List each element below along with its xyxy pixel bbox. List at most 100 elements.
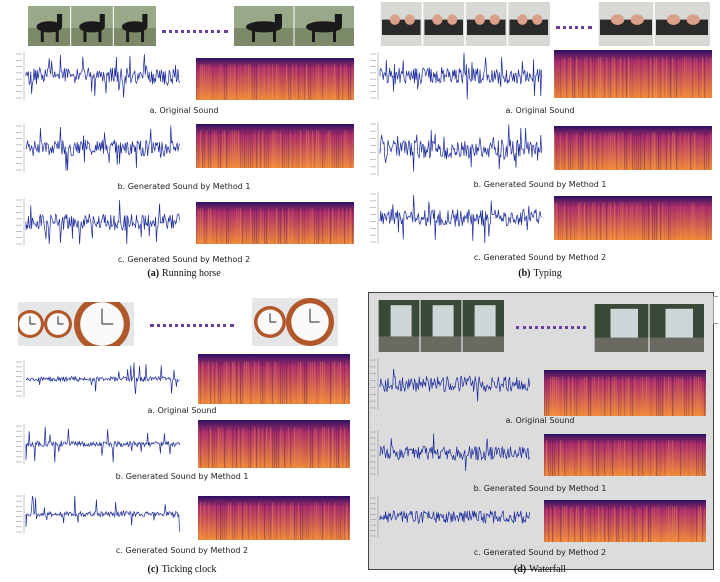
waveform-plot [16, 198, 182, 246]
spectrogram-band [670, 132, 672, 170]
spectrogram-band [330, 208, 332, 244]
spectrogram-band [228, 131, 229, 168]
spectrogram-band [202, 64, 204, 100]
spectrogram-band [594, 506, 596, 542]
spectrogram-band [326, 427, 327, 468]
spectrogram-band [640, 202, 642, 240]
spectrogram-band [566, 376, 568, 416]
spectrogram-band [622, 202, 624, 240]
spectrogram-band [564, 132, 566, 170]
spectrogram-band [620, 440, 622, 476]
spectrogram-band [254, 361, 256, 404]
spectrogram-band [670, 440, 672, 476]
spectrogram-band [698, 440, 700, 476]
spectrogram-band [258, 130, 260, 168]
horse-neck [57, 14, 63, 26]
spectrogram-band [710, 132, 712, 170]
spectrogram-band [214, 130, 216, 168]
spectrogram-band [598, 202, 600, 240]
hand [474, 14, 485, 25]
spectrogram-band [318, 427, 320, 468]
spectrogram-band [310, 64, 312, 100]
spectrogram-band [320, 64, 321, 100]
spectrogram-band [250, 130, 252, 168]
spectrogram-band [648, 506, 650, 542]
video-frame-image [252, 298, 338, 346]
spectrogram-band [352, 131, 353, 168]
spectrogram-band [218, 130, 220, 168]
spectrogram-band [662, 132, 664, 170]
spectrogram-band [220, 427, 222, 468]
spectrogram-band [228, 208, 230, 244]
video-frame-strip [378, 300, 504, 352]
spectrogram-band [620, 57, 622, 98]
spectrogram-band [242, 130, 244, 168]
spectrogram-band [622, 440, 623, 476]
spectrogram-band [646, 132, 648, 170]
spectrogram-band [554, 440, 556, 476]
spectrogram-band [334, 427, 336, 468]
spectrogram-band [654, 506, 656, 542]
spectrogram-band [282, 64, 284, 100]
spectrogram-band [620, 202, 622, 240]
spectrogram-band [644, 202, 646, 240]
spectrogram-band [562, 440, 563, 476]
spectrogram-band [658, 202, 660, 240]
video-frame-strip [380, 2, 550, 46]
spectrogram-band [644, 376, 646, 416]
spectrogram-band [684, 376, 686, 416]
spectrogram-band [338, 64, 340, 100]
spectrogram-band [310, 361, 312, 404]
spectrogram-band [552, 376, 554, 416]
spectrogram-band [622, 506, 624, 542]
spectrogram-band [592, 132, 594, 170]
waveform-plot [370, 192, 544, 244]
spectrogram-band [208, 502, 210, 540]
spectrogram-band [310, 427, 312, 468]
spectrogram-band [688, 57, 690, 98]
spectrogram-band [242, 427, 244, 468]
spectrogram-band [300, 130, 302, 168]
spectrogram-band [196, 130, 198, 168]
spectrogram-band [682, 132, 684, 170]
spectrogram-band [694, 376, 696, 416]
spectrogram-band [316, 64, 318, 100]
spectrogram-band [636, 376, 638, 416]
spectrogram-band [202, 130, 204, 168]
spectrogram-band [594, 132, 596, 170]
spectrogram-band [276, 130, 278, 168]
spectrogram-band [608, 506, 610, 542]
spectrogram-band [300, 64, 301, 100]
spectrogram-band [590, 376, 592, 416]
spectrogram-band [600, 377, 601, 416]
spectrogram-band [574, 440, 576, 476]
spectrogram-band [228, 427, 230, 468]
spectrogram-band [628, 506, 630, 542]
spectrogram-band [322, 64, 324, 100]
spectrogram-band [212, 130, 214, 168]
spectrogram-band [610, 506, 612, 542]
spectrogram-background [544, 434, 706, 476]
spectrogram-band [672, 57, 674, 98]
spectrogram-band [682, 57, 684, 98]
spectrogram-band [298, 502, 300, 540]
spectrogram-band [560, 132, 562, 170]
spectrogram-band [266, 130, 268, 168]
spectrogram-band [608, 202, 610, 240]
spectrogram-band [300, 361, 302, 404]
spectrogram-band [318, 502, 320, 540]
spectrogram-band [590, 506, 592, 542]
spectrogram-band [288, 362, 289, 405]
spectrogram-band [300, 427, 302, 468]
spectrogram-band [248, 361, 250, 404]
spectrogram-band [348, 502, 350, 540]
spectrogram-band [326, 362, 327, 405]
spectrogram-band [244, 502, 246, 540]
spectrogram-band [324, 502, 326, 540]
spectrogram-band [280, 208, 282, 244]
spectrogram-band [656, 376, 658, 416]
spectrogram-band [214, 427, 216, 468]
spectrogram-band [210, 208, 212, 244]
spectrogram-band [668, 57, 670, 98]
spectrogram-band [654, 440, 656, 476]
